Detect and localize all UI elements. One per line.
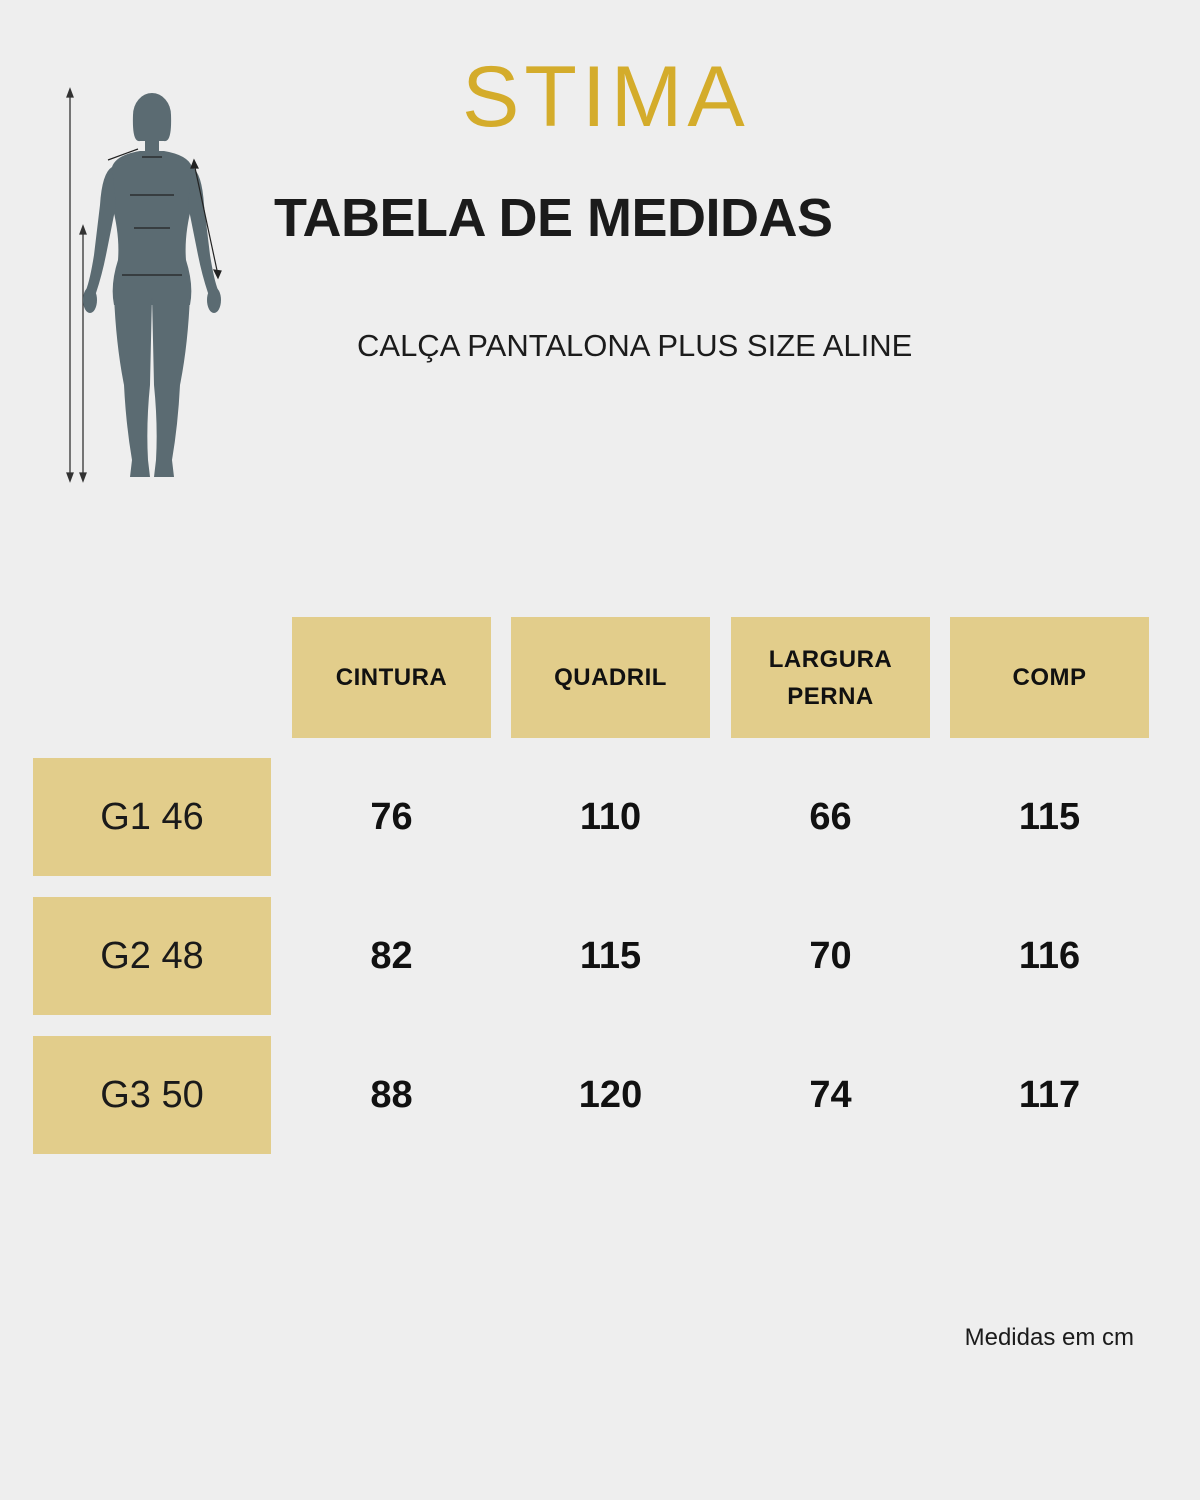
size-label: G2 48 <box>33 897 271 1015</box>
value-cell: 74 <box>809 1073 852 1116</box>
product-subtitle: CALÇA PANTALONA PLUS SIZE ALINE <box>357 328 913 363</box>
value-cell: 117 <box>1018 1073 1081 1116</box>
header-largura-perna: LARGURA PERNA <box>731 617 930 738</box>
header-cintura: CINTURA <box>292 617 491 738</box>
header-comp: COMP <box>950 617 1149 738</box>
value-cell: 115 <box>579 934 642 977</box>
value-cell: 66 <box>809 795 852 838</box>
value-cell: 120 <box>578 1073 643 1116</box>
value-cell: 82 <box>370 934 413 977</box>
value-cell: 88 <box>370 1073 413 1116</box>
header-label-line2: PERNA <box>787 682 874 710</box>
page-title: TABELA DE MEDIDAS <box>274 188 833 248</box>
value-cell: 76 <box>370 795 413 838</box>
value-cell: 116 <box>1018 934 1081 977</box>
units-note: Medidas em cm <box>964 1324 1134 1351</box>
value-cell: 115 <box>1018 795 1081 838</box>
header-quadril: QUADRIL <box>511 617 710 738</box>
value-cell: 70 <box>809 934 852 977</box>
size-label: G3 50 <box>33 1036 271 1154</box>
logo-text: STIMA <box>462 49 750 145</box>
value-cell: 110 <box>579 795 642 838</box>
size-label: G1 46 <box>33 758 271 876</box>
header-label: CINTURA <box>335 664 448 691</box>
header-label: COMP <box>1012 664 1087 691</box>
header-label-line1: LARGURA <box>768 645 893 673</box>
header-label: QUADRIL <box>554 664 667 691</box>
body-measurement-figure <box>60 85 230 485</box>
brand-logo: STIMA <box>462 52 745 142</box>
